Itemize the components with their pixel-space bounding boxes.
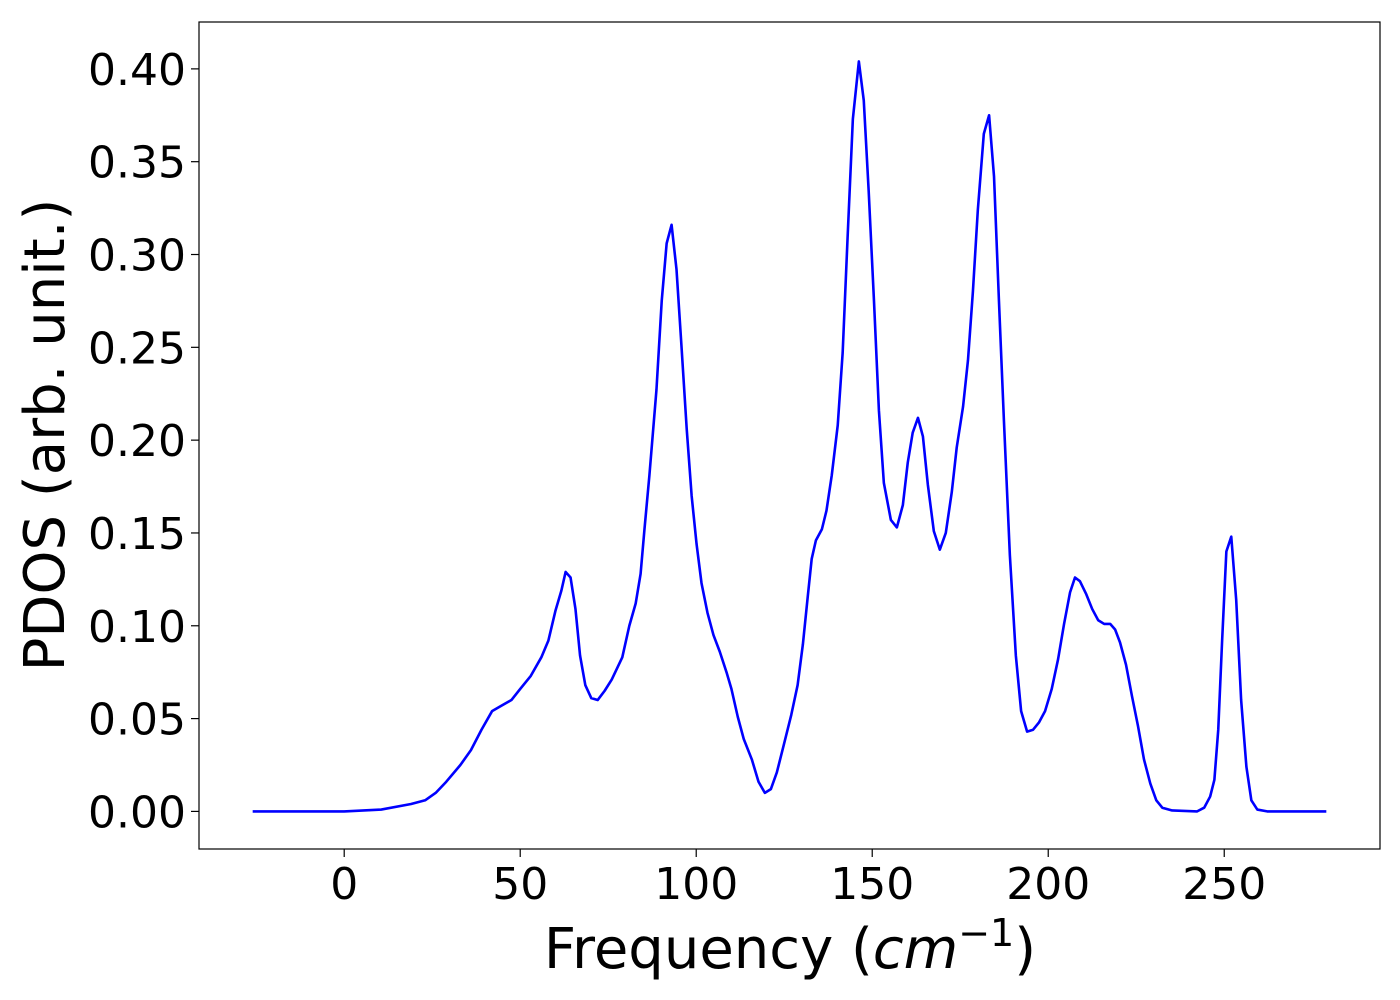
x-label-text: Frequency ( (544, 917, 873, 982)
x-tick-label: 150 (830, 859, 914, 910)
x-tick-label: 0 (330, 859, 358, 910)
x-axis-label: Frequency (cm−1) (544, 911, 1036, 982)
x-label-exponent: −1 (958, 911, 1014, 955)
y-tick-label: 0.35 (88, 138, 186, 189)
x-label-unit: cm (873, 917, 958, 982)
data-line (252, 60, 1327, 813)
x-tick-label: 250 (1182, 859, 1266, 910)
x-tick-label: 100 (654, 859, 738, 910)
y-tick-label: 0.25 (88, 323, 186, 374)
x-label-text: ) (1014, 917, 1036, 982)
y-tick-label: 0.10 (88, 602, 186, 653)
x-tick-label: 50 (492, 859, 548, 910)
y-tick-label: 0.15 (88, 509, 186, 560)
y-tick-label: 0.05 (88, 695, 186, 746)
y-tick-label: 0.40 (88, 45, 186, 96)
x-tick-label: 200 (1006, 859, 1090, 910)
y-tick-label: 0.00 (88, 787, 186, 838)
plot-frame (198, 21, 1381, 850)
y-axis-label: PDOS (arb. unit.) (13, 199, 78, 672)
y-tick-label: 0.20 (88, 416, 186, 467)
y-tick-label: 0.30 (88, 231, 186, 282)
